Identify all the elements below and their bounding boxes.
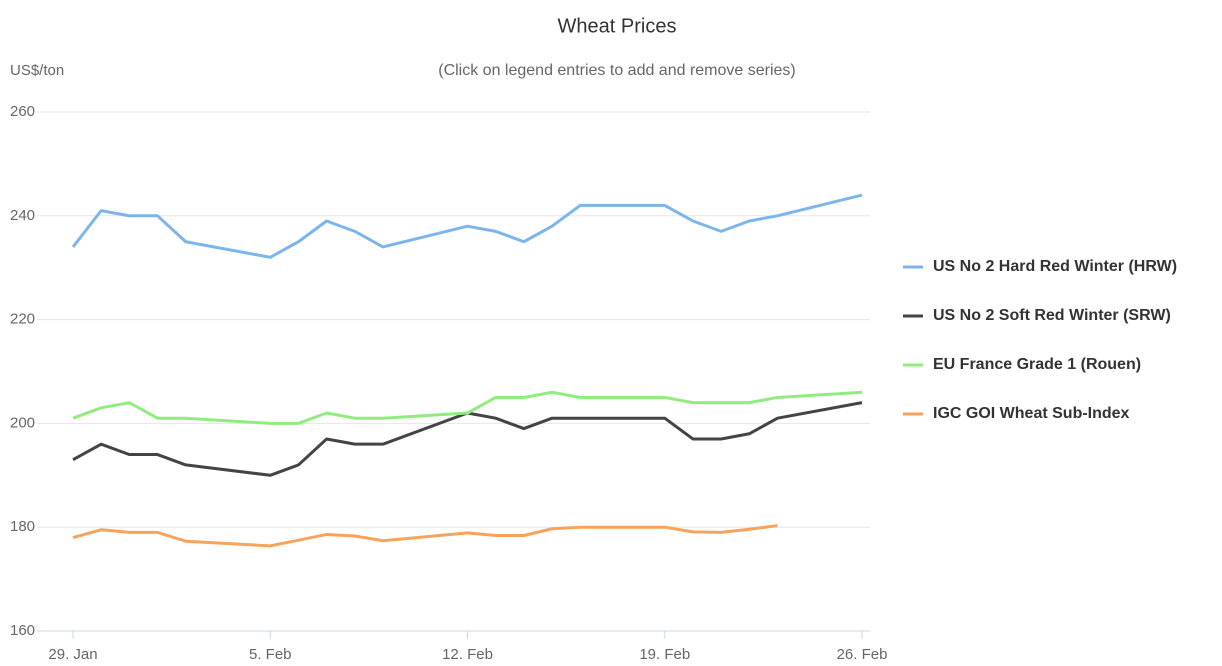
series-line bbox=[71, 193, 863, 259]
legend-item[interactable]: IGC GOI Wheat Sub-Index bbox=[903, 405, 1130, 422]
series-line bbox=[72, 390, 863, 425]
legend-item[interactable]: US No 2 Hard Red Winter (HRW) bbox=[903, 258, 1177, 275]
y-tick-label: 200 bbox=[10, 414, 35, 431]
y-tick-label: 260 bbox=[10, 103, 35, 120]
legend-label: EU France Grade 1 (Rouen) bbox=[933, 356, 1141, 373]
legend-item[interactable]: EU France Grade 1 (Rouen) bbox=[903, 356, 1141, 373]
chart-subtitle: (Click on legend entries to add and remo… bbox=[438, 62, 796, 79]
x-tick-label: 29. Jan bbox=[48, 646, 97, 663]
y-tick-label: 220 bbox=[10, 311, 35, 328]
y-axis-title: US$/ton bbox=[10, 62, 64, 79]
legend-label: US No 2 Hard Red Winter (HRW) bbox=[933, 258, 1177, 275]
legend-label: IGC GOI Wheat Sub-Index bbox=[933, 405, 1130, 422]
legend-label: US No 2 Soft Red Winter (SRW) bbox=[933, 307, 1171, 324]
series-line bbox=[72, 524, 778, 548]
legend-item[interactable]: US No 2 Soft Red Winter (SRW) bbox=[903, 307, 1171, 324]
x-tick-label: 19. Feb bbox=[639, 646, 690, 663]
y-tick-label: 180 bbox=[10, 518, 35, 535]
y-tick-label: 160 bbox=[10, 622, 35, 639]
y-tick-label: 240 bbox=[10, 207, 35, 224]
x-tick-label: 5. Feb bbox=[249, 646, 292, 663]
x-tick-label: 12. Feb bbox=[442, 646, 493, 663]
x-tick-label: 26. Feb bbox=[837, 646, 888, 663]
chart-title: Wheat Prices bbox=[558, 15, 677, 37]
